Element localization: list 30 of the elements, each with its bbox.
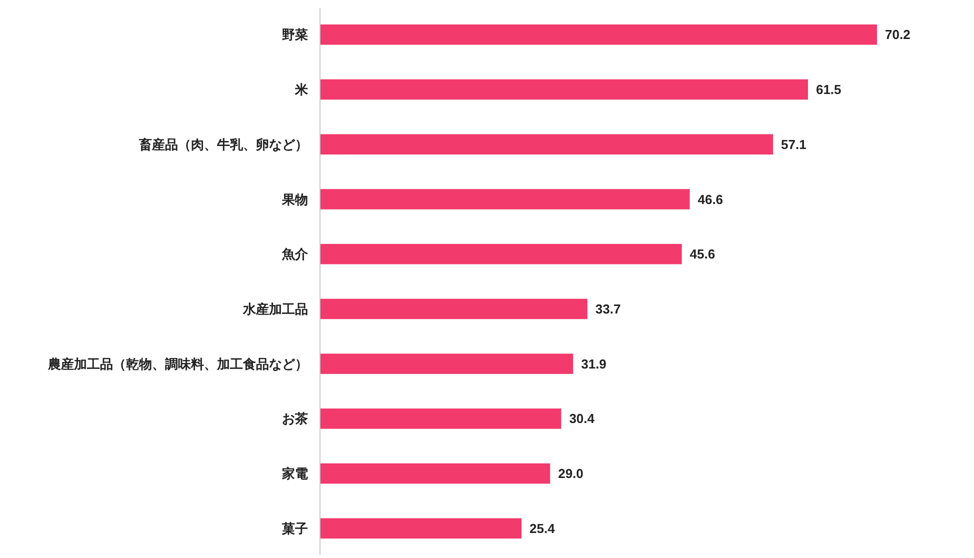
bar	[320, 244, 682, 264]
y-tick-label: 家電	[281, 466, 308, 482]
data-label: 31.9	[581, 356, 606, 372]
bar	[320, 134, 774, 154]
y-tick-label: 農産加工品（乾物、調味料、加工食品など）	[47, 356, 308, 372]
bar	[320, 298, 588, 320]
data-label: 33.7	[595, 301, 621, 316]
bar	[320, 408, 562, 429]
y-tick-label: 水産加工品	[242, 301, 308, 316]
bar	[320, 189, 690, 210]
data-label: 30.4	[569, 411, 596, 426]
data-label: 29.0	[558, 466, 584, 482]
y-tick-label: 魚介	[281, 246, 309, 262]
data-label: 46.6	[698, 192, 724, 207]
data-label: 61.5	[816, 82, 842, 98]
bar	[320, 24, 877, 45]
bar	[320, 79, 808, 100]
y-tick-label: 米	[294, 82, 309, 98]
data-label: 25.4	[530, 520, 556, 536]
y-tick-label: 菓子	[281, 520, 308, 536]
data-label: 70.2	[885, 27, 910, 42]
data-label: 57.1	[781, 136, 806, 152]
y-tick-label: 果物	[281, 192, 308, 207]
bar	[320, 518, 522, 539]
data-label: 45.6	[690, 246, 716, 262]
bar	[320, 463, 550, 484]
y-tick-label: 野菜	[282, 27, 308, 42]
bar	[320, 354, 574, 374]
y-tick-label: お茶	[282, 411, 308, 426]
y-tick-label: 畜産品（肉、牛乳、卵など）	[138, 136, 308, 152]
